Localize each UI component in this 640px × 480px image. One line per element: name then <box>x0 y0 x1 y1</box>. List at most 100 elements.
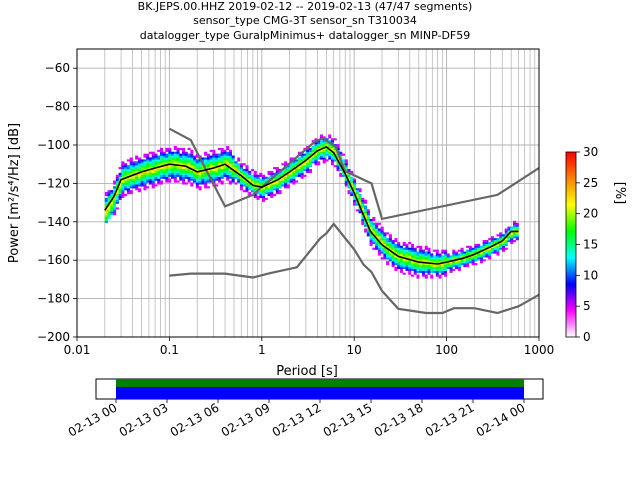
probability-cell <box>201 176 205 179</box>
probability-cell <box>460 251 464 254</box>
probability-cell <box>118 188 122 191</box>
probability-cell <box>281 178 285 181</box>
probability-cell <box>250 178 255 181</box>
probability-cell <box>477 255 481 258</box>
probability-cell <box>380 249 384 252</box>
probability-cell <box>135 170 139 174</box>
probability-cell <box>104 192 108 195</box>
probability-cell <box>330 157 335 160</box>
probability-cell <box>311 140 315 143</box>
probability-cell <box>209 157 213 160</box>
probability-cell <box>377 245 381 248</box>
probability-cell <box>226 176 230 179</box>
probability-cell <box>168 159 172 162</box>
probability-cell <box>146 163 150 166</box>
probability-cell <box>383 240 387 243</box>
probability-cell <box>405 261 409 264</box>
probability-cell <box>499 238 503 241</box>
probability-cell <box>275 169 279 172</box>
probability-cell <box>176 165 180 168</box>
probability-cell <box>372 222 376 225</box>
probability-cell <box>377 238 381 241</box>
probability-cell <box>115 190 119 193</box>
probability-cell <box>463 265 467 268</box>
probability-cell <box>515 222 519 225</box>
probability-cell <box>330 151 335 154</box>
probability-cell <box>388 241 392 245</box>
probability-cell <box>195 182 199 185</box>
probability-cell <box>151 172 155 175</box>
probability-cell <box>372 224 376 227</box>
probability-cell <box>297 151 301 154</box>
probability-cell <box>206 167 210 170</box>
probability-cell <box>171 157 175 160</box>
probability-cell <box>162 176 166 179</box>
probability-cell <box>474 257 478 260</box>
probability-cell <box>413 265 417 268</box>
probability-cell <box>496 253 500 256</box>
probability-cell <box>410 266 415 270</box>
probability-cell <box>366 222 370 225</box>
probability-cell <box>204 182 208 185</box>
probability-cell <box>449 261 453 264</box>
probability-cell <box>433 265 437 268</box>
probability-cell <box>427 266 431 270</box>
probability-cell <box>190 165 194 168</box>
probability-cell <box>143 172 147 175</box>
probability-cell <box>311 161 315 164</box>
probability-cell <box>303 155 307 158</box>
probability-cell <box>419 247 423 250</box>
probability-cell <box>201 178 205 181</box>
probability-cell <box>151 151 155 154</box>
probability-cell <box>173 176 177 179</box>
probability-cell <box>416 257 420 260</box>
probability-cell <box>413 255 417 258</box>
probability-cell <box>239 184 244 187</box>
probability-cell <box>424 274 428 277</box>
probability-cell <box>353 184 357 187</box>
probability-cell <box>375 236 379 239</box>
probability-cell <box>306 153 310 156</box>
probability-cell <box>135 180 139 183</box>
probability-cell <box>319 145 323 149</box>
probability-cell <box>297 169 301 172</box>
probability-cell <box>173 174 177 177</box>
probability-cell <box>463 261 467 264</box>
probability-cell <box>344 165 348 168</box>
probability-cell <box>504 240 508 243</box>
probability-cell <box>231 165 235 168</box>
probability-cell <box>239 188 244 191</box>
probability-cell <box>248 172 252 175</box>
probability-cell <box>126 159 130 162</box>
probability-cell <box>430 253 434 256</box>
probability-cell <box>262 188 266 191</box>
probability-cell <box>295 169 299 172</box>
probability-cell <box>148 157 152 160</box>
probability-cell <box>107 193 111 197</box>
probability-cell <box>394 257 398 260</box>
probability-cell <box>427 270 431 273</box>
probability-cell <box>361 222 365 225</box>
probability-cell <box>242 170 246 174</box>
probability-cell <box>295 172 299 175</box>
probability-cell <box>295 170 299 174</box>
probability-cell <box>504 247 508 250</box>
probability-cell <box>168 170 172 174</box>
probability-cell <box>256 192 260 195</box>
probability-cell <box>427 272 431 275</box>
probability-cell <box>135 157 139 160</box>
probability-cell <box>237 170 241 174</box>
probability-cell <box>173 180 177 183</box>
probability-cell <box>209 172 213 175</box>
probability-cell <box>306 149 310 152</box>
probability-cell <box>104 209 108 212</box>
probability-cell <box>449 255 453 258</box>
probability-cell <box>366 209 370 212</box>
probability-cell <box>399 251 403 254</box>
probability-cell <box>215 157 219 160</box>
probability-cell <box>375 243 379 246</box>
probability-cell <box>250 188 255 191</box>
probability-cell <box>466 263 470 266</box>
probability-cell <box>187 174 191 177</box>
probability-cell <box>375 226 379 229</box>
